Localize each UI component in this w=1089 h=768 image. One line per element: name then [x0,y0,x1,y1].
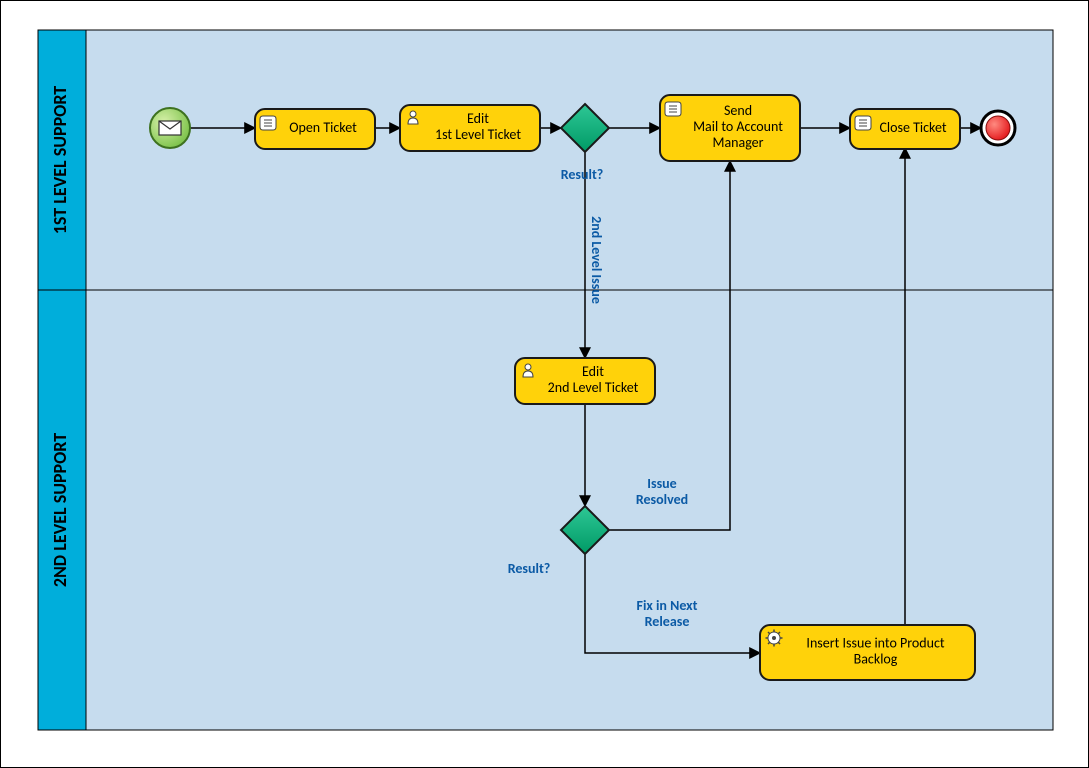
svg-text:2nd Level Issue: 2nd Level Issue [588,216,605,304]
task-close_ticket: Close Ticket [850,109,960,149]
svg-text:2ND LEVEL SUPPORT: 2ND LEVEL SUPPORT [49,433,71,587]
task-send_mail: SendMail to AccountManager [660,95,800,161]
svg-text:1ST LEVEL SUPPORT: 1ST LEVEL SUPPORT [49,86,71,234]
script-icon [855,116,871,130]
task-insert_backlog: Insert Issue into ProductBacklog [760,625,975,680]
task-edit_l2: Edit2nd Level Ticket [515,358,655,404]
svg-text:Fix in NextRelease: Fix in NextRelease [637,597,698,630]
task-open_ticket: Open Ticket [255,109,375,149]
svg-text:Result?: Result? [561,166,604,183]
svg-text:Close Ticket: Close Ticket [879,119,946,136]
svg-text:Result?: Result? [508,560,551,577]
task-edit_l1: Edit1st Level Ticket [400,105,540,151]
script-icon [665,102,681,116]
svg-text:Open Ticket: Open Ticket [289,119,357,136]
script-icon [260,116,276,130]
service-icon [766,630,783,647]
